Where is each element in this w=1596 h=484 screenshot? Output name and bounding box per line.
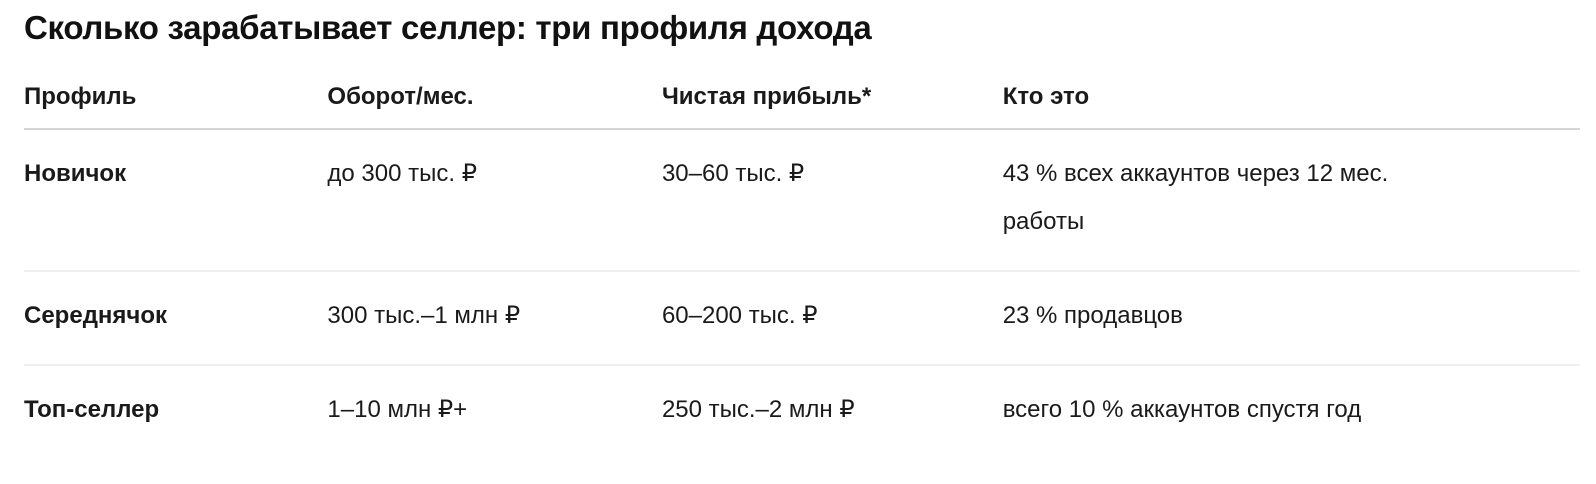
cell-who-text: всего 10 % аккаунтов спустя год	[1002, 396, 1362, 423]
table-body: Новичок до 300 тыс. ₽ 30–60 тыс. ₽ 43 % …	[24, 129, 1580, 458]
cell-turnover: 300 тыс.–1 млн ₽	[327, 271, 662, 366]
page: Сколько зарабатывает селлер: три профиля…	[24, 9, 1580, 458]
cell-profit: 60–200 тыс. ₽	[661, 271, 1003, 366]
cell-who: 23 % продавцов	[1002, 271, 1580, 366]
table-row-novice: Новичок до 300 тыс. ₽ 30–60 тыс. ₽ 43 % …	[24, 129, 1580, 272]
cell-who-text: 43 % всех аккаунтов через 12 мес. работы	[1002, 160, 1389, 235]
cell-who: всего 10 % аккаунтов спустя год	[1003, 365, 1580, 458]
cell-profit: 30–60 тыс. ₽	[661, 129, 1003, 272]
cell-profile: Новичок	[24, 129, 328, 272]
table-row-middle: Середнячок 300 тыс.–1 млн ₽ 60–200 тыс. …	[24, 271, 1580, 366]
column-header-profit: Чистая прибыль*	[661, 50, 1003, 130]
column-header-who: Кто это	[1002, 50, 1580, 130]
cell-turnover: 1–10 млн ₽+	[327, 396, 468, 423]
table-header: Профиль Оборот/мес. Чистая прибыль* Кто …	[24, 50, 1580, 130]
cell-profile: Середнячок	[24, 271, 328, 366]
cell-who: 43 % всех аккаунтов через 12 мес. работы	[1002, 129, 1580, 272]
page-title: Сколько зарабатывает селлер: три профиля…	[24, 9, 872, 46]
column-header-turnover: Оборот/мес.	[327, 50, 662, 130]
cell-who-text: 23 % продавцов	[1002, 302, 1183, 329]
column-header-profile: Профиль	[24, 50, 328, 130]
income-profiles-table: Профиль Оборот/мес. Чистая прибыль* Кто …	[24, 50, 1580, 458]
cell-profit: 250 тыс.–2 млн ₽	[661, 396, 855, 423]
table-row-top-seller: Топ-селлер 1–10 млн ₽+ 250 тыс.–2 млн ₽ …	[24, 365, 1580, 458]
cell-turnover: до 300 тыс. ₽	[327, 129, 662, 272]
header-row: Профиль Оборот/мес. Чистая прибыль* Кто …	[24, 50, 1580, 130]
cell-profile: Топ-селлер	[24, 396, 160, 423]
